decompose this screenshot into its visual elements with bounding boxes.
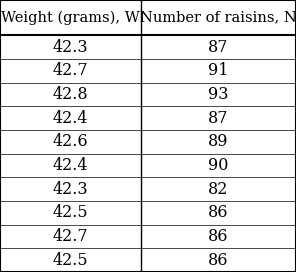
Text: 87: 87 [208, 110, 229, 127]
Text: 93: 93 [208, 86, 229, 103]
Text: 87: 87 [208, 39, 229, 56]
Text: 42.3: 42.3 [52, 181, 88, 198]
Text: 89: 89 [208, 133, 229, 150]
Text: 42.8: 42.8 [52, 86, 88, 103]
Text: 86: 86 [208, 252, 229, 269]
Text: Number of raisins, N: Number of raisins, N [140, 11, 296, 25]
Text: 42.7: 42.7 [52, 228, 88, 245]
Text: 90: 90 [208, 157, 229, 174]
Text: 42.7: 42.7 [52, 63, 88, 79]
Text: 91: 91 [208, 63, 229, 79]
Text: Weight (grams), W: Weight (grams), W [1, 11, 140, 25]
Text: 42.4: 42.4 [53, 157, 88, 174]
Text: 42.4: 42.4 [53, 110, 88, 127]
Text: 86: 86 [208, 204, 229, 221]
Text: 82: 82 [208, 181, 229, 198]
Text: 86: 86 [208, 228, 229, 245]
Text: 42.6: 42.6 [52, 133, 88, 150]
Text: 42.5: 42.5 [52, 204, 88, 221]
Text: 42.5: 42.5 [52, 252, 88, 269]
Text: 42.3: 42.3 [52, 39, 88, 56]
